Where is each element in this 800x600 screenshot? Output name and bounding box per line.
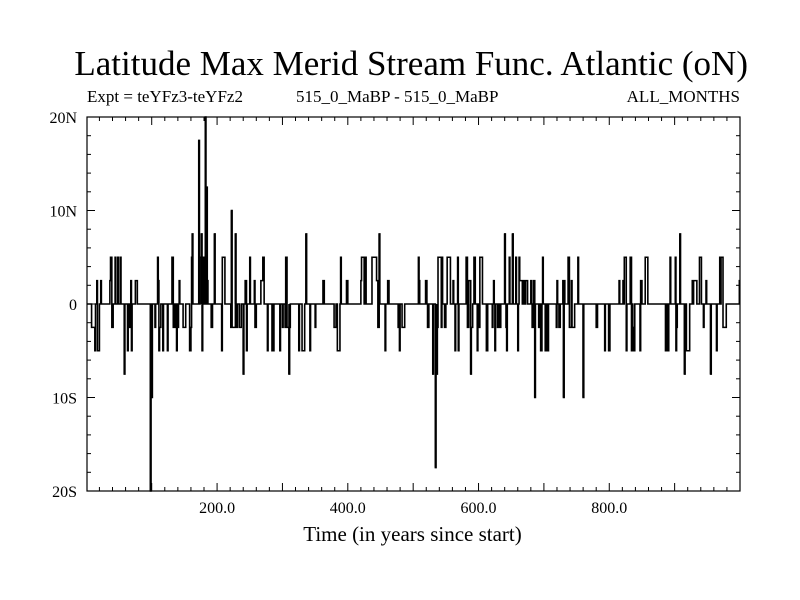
subtitle-experiment: Expt = teYFz3-teYFz2 — [87, 87, 243, 106]
y-tick-label: 10S — [52, 391, 77, 408]
y-tick-label: 20S — [52, 484, 77, 501]
x-axis-label: Time (in years since start) — [303, 522, 522, 546]
y-tick-label: 10N — [49, 204, 77, 221]
y-tick-label: 0 — [69, 297, 77, 314]
chart-title: Latitude Max Merid Stream Func. Atlantic… — [74, 44, 748, 83]
series-layer — [87, 116, 741, 492]
series-line — [87, 116, 741, 492]
subtitle-period: 515_0_MaBP - 515_0_MaBP — [296, 87, 499, 106]
tick-layer — [87, 117, 740, 491]
x-tick-label: 400.0 — [330, 500, 366, 517]
y-tick-label: 20N — [49, 110, 77, 127]
x-tick-label: 200.0 — [199, 500, 235, 517]
subtitle-months: ALL_MONTHS — [626, 87, 740, 106]
tick-label-layer: 200.0 400.0 600.0 800.0 20S 10S 0 10N 20N — [49, 110, 627, 517]
x-tick-label: 600.0 — [461, 500, 497, 517]
x-tick-label: 800.0 — [591, 500, 627, 517]
